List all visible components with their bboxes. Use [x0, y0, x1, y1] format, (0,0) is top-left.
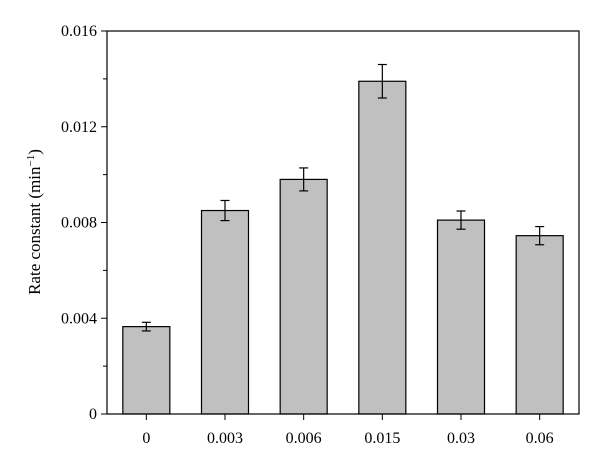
bar-0.015	[358, 80, 407, 415]
y-tick-label-3: 0.012	[61, 119, 97, 136]
y-axis-label-close: )	[25, 149, 44, 155]
y-tick-label-0: 0	[89, 406, 97, 423]
y-axis-label: Rate constant (min−1)	[25, 149, 44, 295]
chart-axes: 0 0.003 0.006 0.015 0.03 0.06 0 0.004 0.008 0.012…	[61, 23, 580, 447]
bar-0.003	[200, 209, 250, 415]
y-tick-label-1: 0.004	[61, 310, 97, 327]
x-tick-label-0: 0	[142, 430, 150, 447]
y-axis-label-superscript: −1	[25, 155, 37, 167]
plot-frame	[106, 30, 580, 415]
x-tick-label-0.015: 0.015	[364, 430, 400, 447]
x-tick-label-0.06: 0.06	[526, 430, 554, 447]
x-tick-label-0.03: 0.03	[447, 430, 475, 447]
y-tick-label-2: 0.008	[61, 215, 97, 232]
x-tick-label-0.006: 0.006	[286, 430, 322, 447]
x-tick-label-0.003: 0.003	[207, 430, 243, 447]
bar-0.006	[279, 178, 328, 415]
y-axis-label-main: Rate constant (min	[25, 166, 44, 295]
bar-0	[122, 326, 171, 415]
y-tick-label-4: 0.016	[61, 23, 97, 40]
bar-0.03	[436, 219, 486, 415]
bar-0.06	[515, 235, 564, 415]
chart-marks	[122, 63, 564, 415]
